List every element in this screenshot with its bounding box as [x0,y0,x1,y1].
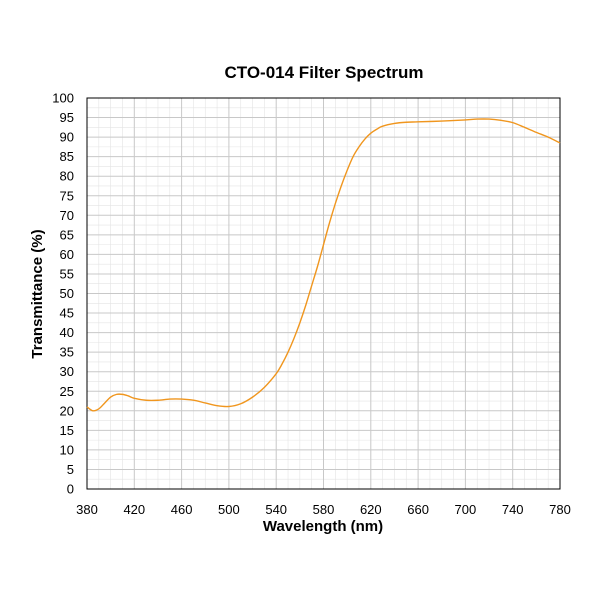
x-axis-label: Wavelength (nm) [263,518,383,535]
y-tick-label: 0 [67,482,74,497]
series-line [86,118,561,412]
y-tick-label: 15 [60,423,74,438]
y-tick-label: 30 [60,364,74,379]
grid [86,97,561,490]
y-tick-label: 55 [60,266,74,281]
y-tick-label: 25 [60,384,74,399]
x-tick-label: 420 [123,502,145,517]
y-tick-label: 10 [60,442,74,457]
y-tick-label: 70 [60,208,74,223]
y-axis: 0 5 10 15 20 25 30 35 40 45 50 55 60 65 70 75 80 85 90 95 10… [52,91,74,497]
x-tick-label: 660 [407,502,429,517]
x-tick-label: 460 [171,502,193,517]
x-axis: 380 420 460 500 540 580 620 660 700 740 780 [76,502,571,517]
y-tick-label: 75 [60,188,74,203]
x-tick-label: 380 [76,502,98,517]
chart-title: CTO-014 Filter Spectrum [224,63,423,82]
x-tick-label: 500 [218,502,240,517]
y-tick-label: 90 [60,130,74,145]
y-tick-label: 100 [52,91,74,106]
y-tick-label: 40 [60,325,74,340]
y-tick-label: 95 [60,110,74,125]
x-tick-label: 780 [549,502,571,517]
x-tick-label: 700 [455,502,477,517]
y-axis-label: Transmittance (%) [29,229,46,358]
y-tick-label: 35 [60,345,74,360]
x-tick-label: 620 [360,502,382,517]
y-tick-label: 60 [60,247,74,262]
y-tick-label: 20 [60,403,74,418]
x-tick-label: 580 [313,502,335,517]
x-tick-label: 740 [502,502,524,517]
y-tick-label: 65 [60,227,74,242]
series-layer [86,118,561,412]
y-tick-label: 80 [60,169,74,184]
x-tick-label: 540 [265,502,287,517]
y-tick-label: 85 [60,149,74,164]
y-tick-label: 50 [60,286,74,301]
y-tick-label: 45 [60,306,74,321]
plot-area-border [86,97,561,490]
y-tick-label: 5 [67,462,74,477]
